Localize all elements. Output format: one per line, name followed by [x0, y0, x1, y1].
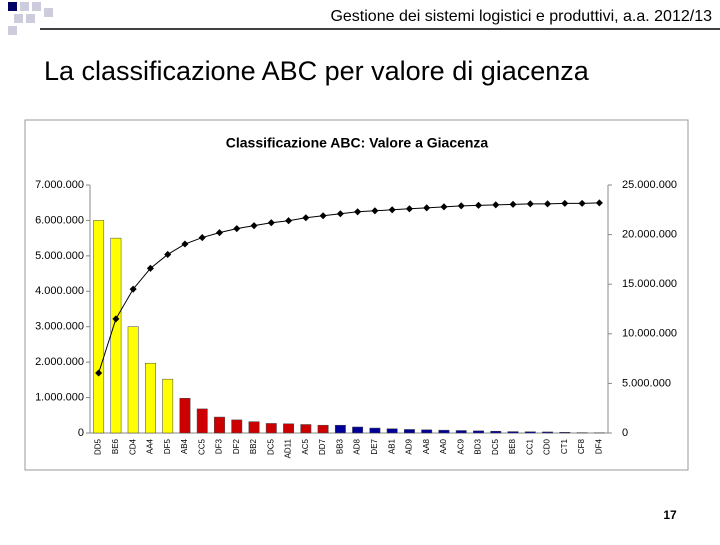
- x-tick-label: DD5: [94, 438, 103, 455]
- bar: [370, 428, 380, 433]
- bar: [491, 431, 501, 433]
- bar: [404, 429, 414, 433]
- y2-tick-label: 25.000.000: [622, 179, 677, 191]
- bar: [318, 425, 328, 433]
- bar: [163, 379, 173, 433]
- y-tick-label: 5.000.000: [35, 250, 84, 262]
- x-tick-label: BE8: [508, 438, 517, 454]
- bar: [145, 363, 155, 433]
- chart-frame: [25, 120, 688, 470]
- y-tick-label: 3.000.000: [35, 321, 84, 333]
- bar: [387, 429, 397, 433]
- bar: [128, 327, 138, 433]
- y-tick-label: 6.000.000: [35, 214, 84, 226]
- x-tick-label: DF2: [232, 438, 241, 454]
- bar: [180, 398, 190, 433]
- bar: [283, 424, 293, 433]
- bar: [266, 423, 276, 433]
- y-tick-label: 4.000.000: [35, 285, 84, 297]
- bar: [439, 430, 449, 433]
- bar: [560, 432, 570, 433]
- bar: [456, 431, 466, 433]
- x-tick-label: DC5: [266, 438, 275, 455]
- x-tick-label: DF3: [215, 438, 224, 454]
- x-tick-label: CD0: [543, 438, 552, 455]
- bar: [93, 220, 103, 433]
- x-tick-label: AB1: [387, 438, 396, 454]
- header: Gestione dei sistemi logistici e produtt…: [330, 8, 712, 25]
- x-tick-label: DF5: [163, 438, 172, 454]
- bar: [232, 420, 242, 433]
- x-tick-label: DE7: [370, 438, 379, 454]
- bar: [542, 432, 552, 433]
- slide-title: La classificazione ABC per valore di gia…: [44, 56, 590, 86]
- x-tick-label: CF8: [577, 438, 586, 454]
- bar: [111, 238, 121, 433]
- y2-tick-label: 0: [622, 427, 628, 439]
- x-tick-label: BD3: [474, 438, 483, 454]
- x-tick-label: AA0: [439, 438, 448, 454]
- y2-tick-label: 10.000.000: [622, 328, 677, 340]
- x-tick-label: BB3: [335, 438, 344, 454]
- bar: [352, 427, 362, 433]
- x-tick-label: DF4: [594, 438, 603, 454]
- x-tick-label: DC5: [491, 438, 500, 455]
- y-tick-label: 2.000.000: [35, 356, 84, 368]
- chart-title: Classificazione ABC: Valore a Giacenza: [226, 135, 489, 151]
- x-tick-label: BB2: [249, 438, 258, 454]
- bar: [249, 422, 259, 433]
- page-number: 17: [663, 508, 677, 522]
- x-tick-label: AD8: [353, 438, 362, 454]
- bar: [422, 430, 432, 433]
- y-tick-label: 7.000.000: [35, 179, 84, 191]
- x-tick-label: AC9: [456, 438, 465, 454]
- y-tick-label: 0: [78, 427, 84, 439]
- x-tick-label: CC1: [525, 438, 534, 455]
- x-tick-label: AC5: [301, 438, 310, 454]
- x-tick-label: AA4: [146, 438, 155, 454]
- bar: [525, 432, 535, 433]
- x-tick-label: AD9: [405, 438, 414, 454]
- x-tick-label: AA8: [422, 438, 431, 454]
- x-tick-label: DD7: [318, 438, 327, 455]
- bar: [473, 431, 483, 433]
- x-tick-label: BE6: [111, 438, 120, 454]
- x-tick-label: CD4: [128, 438, 137, 455]
- y2-tick-label: 20.000.000: [622, 229, 677, 241]
- x-tick-label: CT1: [560, 438, 569, 454]
- x-tick-label: CC5: [197, 438, 206, 455]
- y-tick-label: 1.000.000: [35, 391, 84, 403]
- y2-tick-label: 5.000.000: [622, 377, 671, 389]
- x-tick-label: AD11: [284, 438, 293, 458]
- y2-tick-label: 15.000.000: [622, 278, 677, 290]
- x-tick-label: AB4: [180, 438, 189, 454]
- bar: [301, 424, 311, 433]
- bar: [335, 425, 345, 433]
- bar: [214, 417, 224, 433]
- bar: [508, 432, 518, 433]
- bar: [197, 409, 207, 433]
